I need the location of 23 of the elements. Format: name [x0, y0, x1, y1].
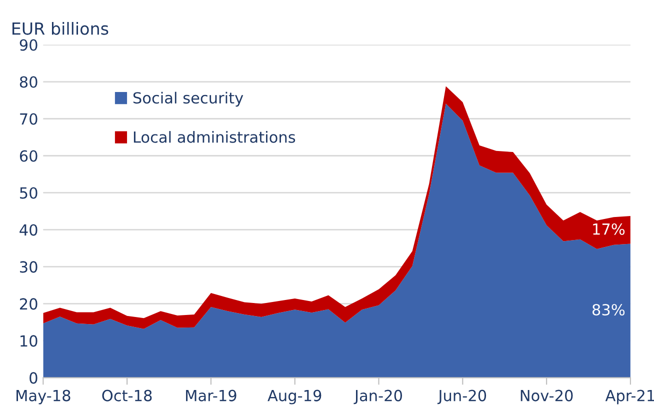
x-tick-label: May-18 — [16, 390, 70, 404]
x-tick-label: Oct-18 — [102, 390, 152, 402]
x-tick-label: Aug-19 — [268, 390, 322, 404]
y-tick-label: 60 — [20, 150, 38, 162]
annotation: 17% — [593, 223, 625, 235]
y-tick-label: 30 — [20, 261, 38, 273]
x-tick-label: Jan-20 — [354, 390, 402, 404]
y-tick-label: 80 — [20, 76, 38, 88]
x-tick-label: Jun-20 — [437, 390, 486, 404]
y-tick-label: 0 — [30, 372, 38, 384]
y-axis-title: EUR billions — [12, 22, 108, 35]
y-tick-label: 90 — [20, 39, 38, 51]
legend-label: Social security — [133, 92, 244, 107]
y-tick-label: 40 — [20, 224, 38, 236]
y-tick-label: 20 — [20, 298, 38, 310]
y-tick-label: 10 — [20, 335, 38, 347]
x-tick-label: Mar-19 — [186, 390, 236, 402]
x-tick-label: Nov-20 — [520, 390, 573, 402]
y-tick-label: 50 — [20, 187, 38, 199]
y-tick-label: 70 — [20, 113, 38, 125]
x-tick-label: Apr-21 — [605, 390, 654, 404]
legend-label: Local administrations — [134, 131, 296, 143]
annotation: 83% — [592, 304, 625, 316]
